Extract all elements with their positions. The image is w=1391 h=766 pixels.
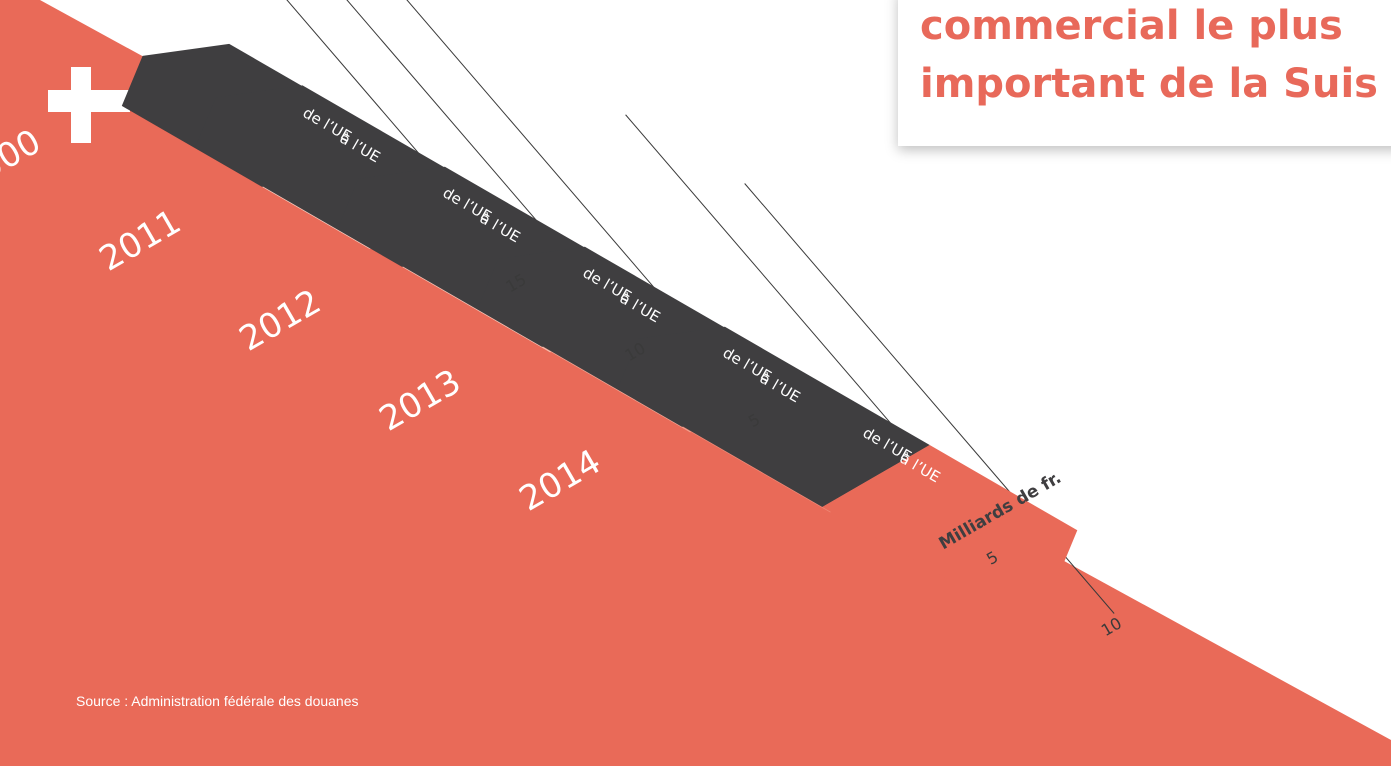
title-line-1: commercial le plus bbox=[920, 3, 1343, 49]
import-bar bbox=[617, 326, 930, 507]
bars bbox=[121, 43, 1078, 593]
source-note: Source : Administration fédérale des dou… bbox=[76, 693, 359, 709]
title-card: commercial le plus important de la Suis bbox=[898, 0, 1391, 146]
export-bar bbox=[822, 445, 1078, 593]
swiss-cross-icon bbox=[48, 67, 130, 143]
title-line-2: important de la Suis bbox=[920, 61, 1378, 107]
